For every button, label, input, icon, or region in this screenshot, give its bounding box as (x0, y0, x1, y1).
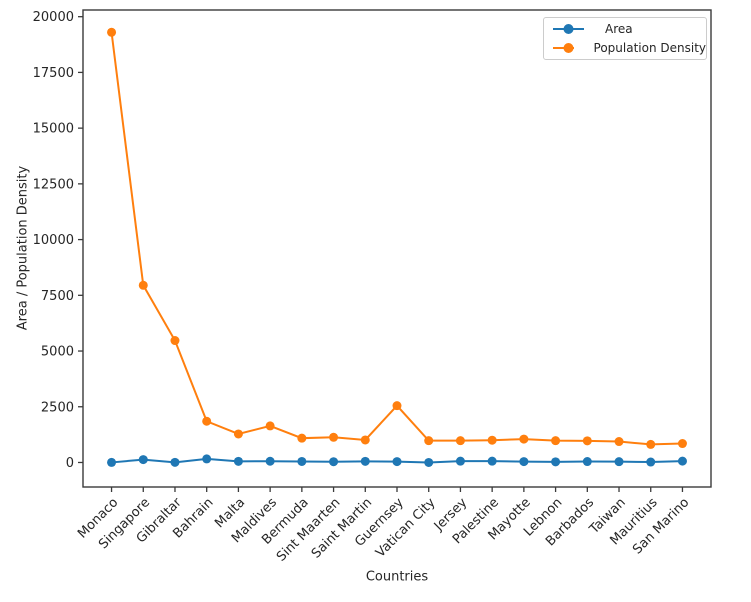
data-point-area (456, 457, 465, 466)
data-point-population-density (551, 436, 560, 445)
data-point-population-density (234, 429, 243, 438)
y-tick-label: 20000 (33, 10, 74, 25)
legend-marker-population-density (564, 43, 574, 53)
data-point-population-density (583, 436, 592, 445)
data-point-population-density (519, 435, 528, 444)
data-point-population-density (488, 436, 497, 445)
data-point-area (266, 457, 275, 466)
chart-canvas: 02500500075001000012500150001750020000Mo… (0, 0, 751, 602)
data-point-area (361, 457, 370, 466)
data-point-population-density (361, 435, 370, 444)
data-point-area (583, 457, 592, 466)
data-point-population-density (456, 436, 465, 445)
legend-label-area: Area (605, 22, 633, 36)
data-point-population-density (678, 439, 687, 448)
data-point-area (678, 457, 687, 466)
data-point-area (202, 454, 211, 463)
data-point-population-density (107, 28, 116, 37)
data-point-area (519, 457, 528, 466)
x-axis-label: Countries (366, 570, 428, 585)
data-point-area (139, 455, 148, 464)
y-tick-label: 5000 (41, 345, 74, 360)
y-axis-label: Area / Population Density (16, 166, 31, 330)
data-point-area (107, 458, 116, 467)
y-tick-label: 17500 (33, 66, 74, 81)
data-point-area (297, 457, 306, 466)
data-point-population-density (615, 437, 624, 446)
data-point-population-density (297, 434, 306, 443)
legend-label-population-density: Population Density (594, 41, 706, 55)
y-tick-label: 0 (66, 456, 74, 471)
legend-item-population-density: Population Density (552, 39, 706, 57)
legend: Area Population Density (543, 17, 707, 60)
data-point-area (424, 458, 433, 467)
data-point-area (329, 457, 338, 466)
data-point-population-density (329, 433, 338, 442)
legend-marker-area (564, 24, 574, 34)
data-point-area (488, 457, 497, 466)
legend-item-area: Area (552, 20, 706, 38)
y-tick-label: 10000 (33, 233, 74, 248)
area-line-sample-icon (552, 23, 585, 35)
data-point-area (551, 457, 560, 466)
data-point-area (646, 458, 655, 467)
plot-border (83, 10, 711, 487)
data-point-area (170, 458, 179, 467)
series-line-population-density (112, 32, 683, 444)
data-point-population-density (393, 401, 402, 410)
population-density-line-sample-icon (552, 42, 574, 54)
figure: 02500500075001000012500150001750020000Mo… (0, 0, 751, 602)
data-point-area (393, 457, 402, 466)
y-tick-label: 12500 (33, 177, 74, 192)
data-point-population-density (266, 421, 275, 430)
data-point-area (615, 457, 624, 466)
data-point-area (234, 457, 243, 466)
data-point-population-density (170, 336, 179, 345)
data-point-population-density (139, 281, 148, 290)
data-point-population-density (646, 440, 655, 449)
data-point-population-density (424, 436, 433, 445)
y-tick-label: 2500 (41, 400, 74, 415)
y-tick-label: 15000 (33, 122, 74, 137)
y-tick-label: 7500 (41, 289, 74, 304)
data-point-population-density (202, 417, 211, 426)
